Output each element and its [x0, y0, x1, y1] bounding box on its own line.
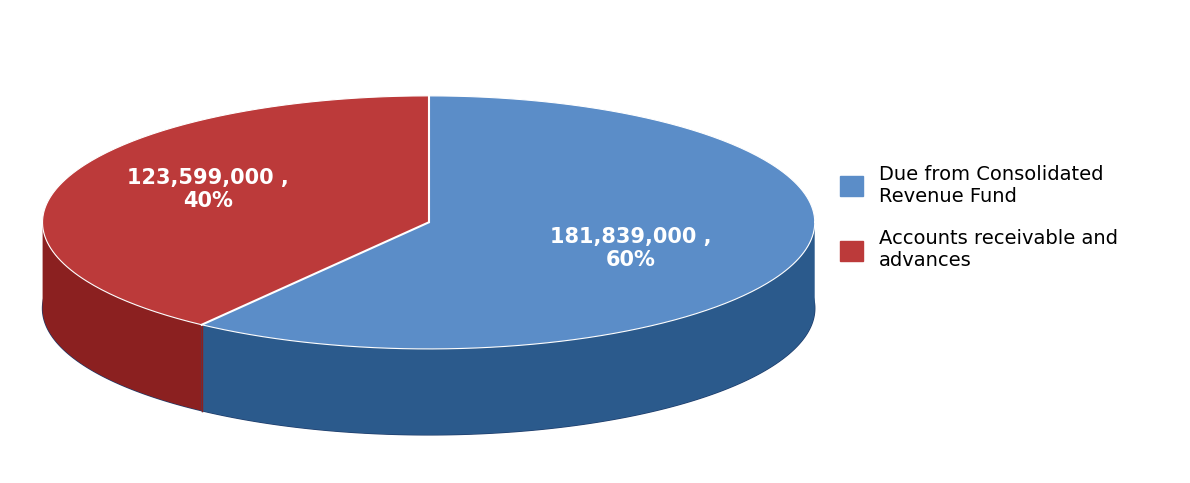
Polygon shape [43, 220, 201, 411]
Text: 181,839,000 ,
60%: 181,839,000 , 60% [550, 227, 712, 270]
Text: 123,599,000 ,
40%: 123,599,000 , 40% [127, 168, 289, 211]
Legend: Due from Consolidated
Revenue Fund, Accounts receivable and
advances: Due from Consolidated Revenue Fund, Acco… [831, 155, 1127, 280]
Polygon shape [201, 221, 815, 435]
Polygon shape [43, 96, 428, 325]
Polygon shape [43, 182, 815, 435]
Polygon shape [201, 96, 815, 349]
